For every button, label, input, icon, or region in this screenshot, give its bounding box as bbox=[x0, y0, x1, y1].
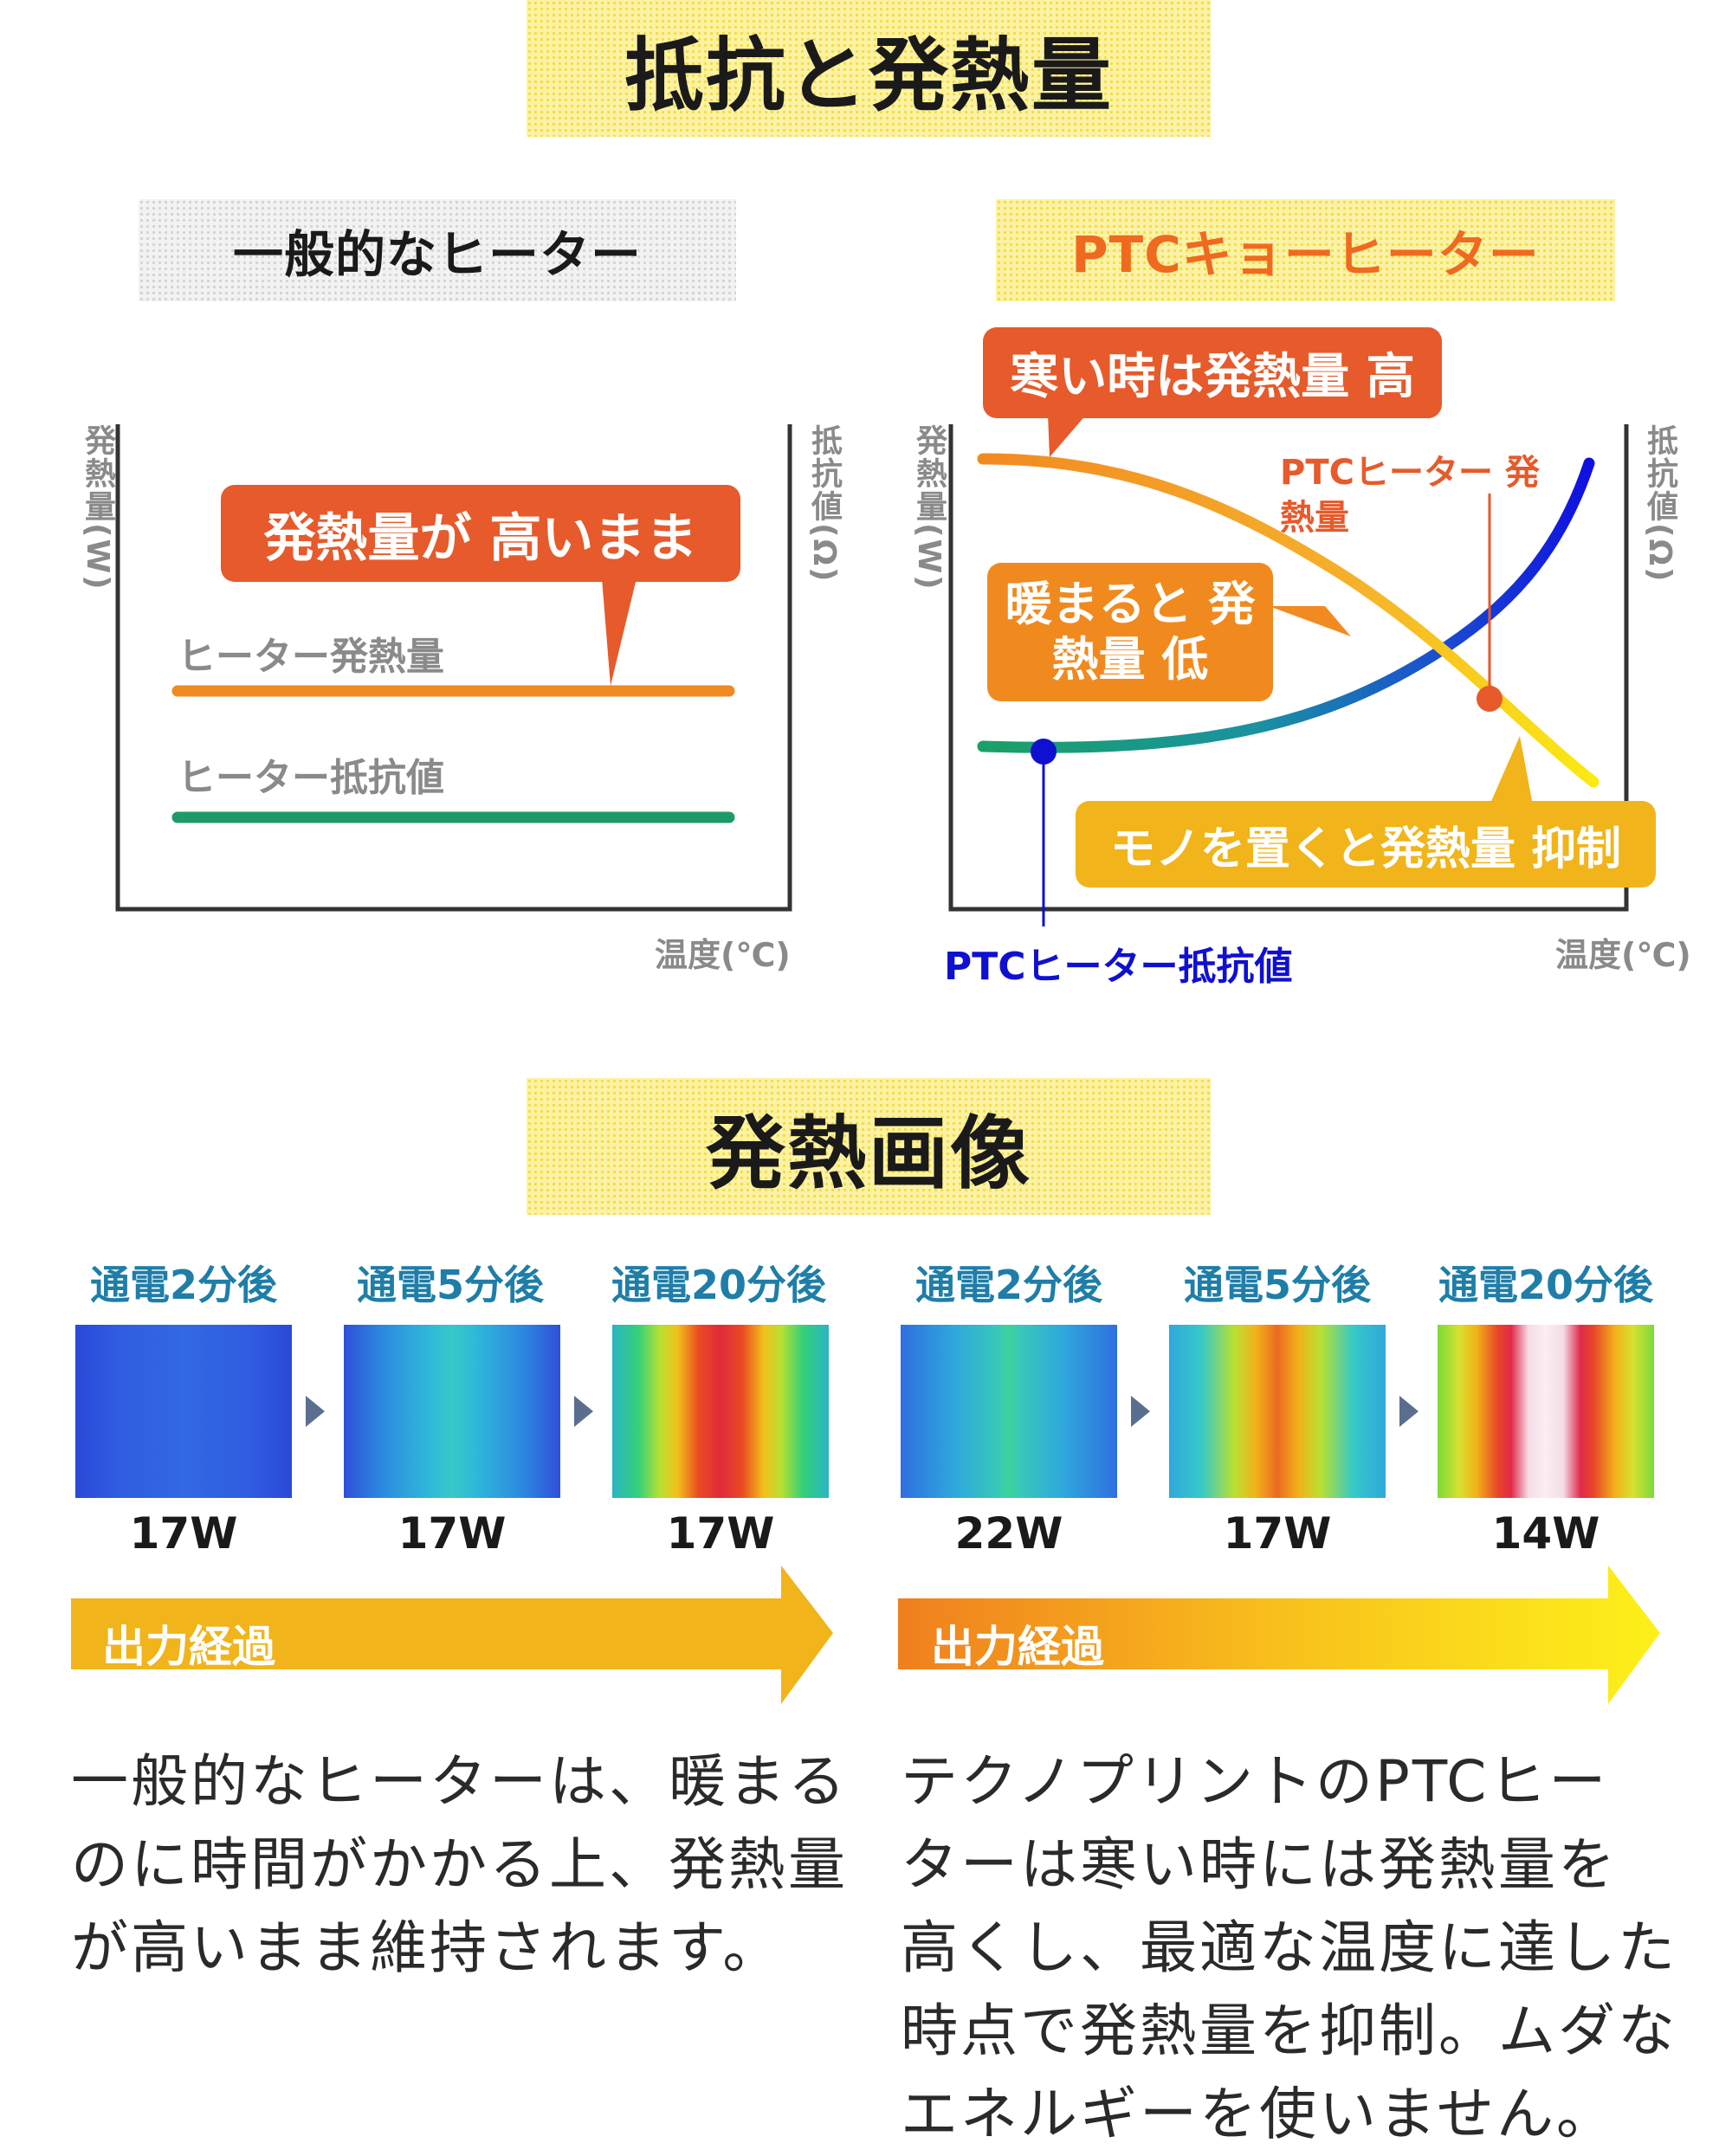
cold-callout-pointer bbox=[1048, 414, 1087, 457]
right-description-line: 高くし、最適な温度に達した bbox=[901, 1914, 1677, 1981]
right-watt-2: 17W bbox=[1223, 1508, 1332, 1559]
left-axes bbox=[115, 424, 792, 912]
left-callout-text: 発熱量が 高いまま bbox=[263, 507, 698, 569]
cold-callout: 寒い時は発熱量 高 bbox=[983, 327, 1442, 418]
right-description-line: 時点で発熱量を抑制。ムダな bbox=[901, 1998, 1677, 2064]
cold-callout-text: 寒い時は発熱量 高 bbox=[1010, 349, 1415, 405]
right-description-line: テクノプリントのPTCヒー bbox=[901, 1748, 1609, 1815]
left-arrow-label: 出力経過 bbox=[102, 1622, 275, 1672]
section-title-resistance: 抵抗と発熱量 bbox=[527, 0, 1211, 137]
next-arrow-icon bbox=[1131, 1396, 1150, 1427]
right-description-line: ターは寒い時には発熱量を bbox=[901, 1831, 1618, 1898]
left-watt-3: 17W bbox=[666, 1508, 775, 1559]
ptc-heat-point bbox=[1477, 686, 1503, 712]
right-axes bbox=[948, 424, 1629, 912]
left-description-line: のに時間がかかる上、発熱量 bbox=[71, 1831, 848, 1898]
left-y-axis-label: 発熱量(W) bbox=[80, 424, 115, 591]
section-title-thermal-text: 発熱画像 bbox=[705, 1107, 1031, 1200]
left-callout-pointer bbox=[602, 578, 637, 686]
object-callout-text: モノを置くと発熱量 抑制 bbox=[1109, 823, 1622, 875]
thermal-image-left-2 bbox=[344, 1325, 560, 1498]
thermal-image-right-1 bbox=[901, 1325, 1117, 1498]
right-y-axis-label: 発熱量(W) bbox=[911, 424, 947, 591]
thermal-image-right-3 bbox=[1438, 1325, 1654, 1498]
right-watt-3: 14W bbox=[1491, 1508, 1600, 1559]
right-caption-1: 通電2分後 bbox=[914, 1262, 1102, 1308]
thermal-image-right-2 bbox=[1169, 1325, 1386, 1498]
warm-callout: 暖まると 発熱量 低 bbox=[987, 563, 1273, 701]
right-heat-curve bbox=[977, 453, 1600, 788]
right-panel-title-text: PTCキョーヒーター bbox=[1071, 225, 1540, 284]
object-callout-pointer bbox=[1490, 736, 1533, 805]
right-description-line: エネルギーを使いません。 bbox=[901, 2081, 1617, 2147]
left-caption-2: 通電5分後 bbox=[356, 1262, 544, 1308]
left-y2-axis-label: 抵抗値(Ω) bbox=[806, 424, 842, 584]
right-arrow-label: 出力経過 bbox=[931, 1622, 1104, 1672]
left-description-line: 一般的なヒーターは、暖まる bbox=[71, 1748, 848, 1815]
thermal-image-left-1 bbox=[75, 1325, 292, 1498]
right-caption-3: 通電20分後 bbox=[1438, 1262, 1653, 1308]
left-caption-3: 通電20分後 bbox=[611, 1262, 826, 1308]
ptc-resistance-label: PTCヒーター抵抗値 bbox=[944, 945, 1293, 989]
ptc-resistance-point bbox=[1031, 739, 1057, 765]
ptc-heat-label: PTCヒーター 発熱量 bbox=[1280, 453, 1540, 538]
next-arrow-icon bbox=[574, 1396, 593, 1427]
section-title-thermal: 発熱画像 bbox=[527, 1078, 1211, 1215]
left-callout: 発熱量が 高いまま bbox=[221, 485, 740, 582]
left-progress-arrow bbox=[71, 1565, 833, 1704]
right-y2-axis-label: 抵抗値(Ω) bbox=[1642, 424, 1677, 584]
right-watt-1: 22W bbox=[954, 1508, 1063, 1559]
warm-callout-pointer bbox=[1269, 606, 1351, 636]
left-graph bbox=[115, 424, 792, 912]
right-description: テクノプリントのPTCヒー ターは寒い時には発熱量を 高くし、最適な温度に達した… bbox=[901, 1740, 1723, 2156]
left-description-line: が高いまま維持されます。 bbox=[71, 1914, 783, 1981]
left-panel-title-text: 一般的なヒーター bbox=[232, 225, 642, 284]
right-progress-arrow bbox=[898, 1565, 1660, 1704]
left-description: 一般的なヒーターは、暖まる のに時間がかかる上、発熱量 が高いまま維持されます。 bbox=[71, 1740, 850, 1990]
left-watt-1: 17W bbox=[129, 1508, 238, 1559]
left-watt-2: 17W bbox=[397, 1508, 507, 1559]
left-panel-title: 一般的なヒーター bbox=[139, 199, 736, 301]
left-caption-1: 通電2分後 bbox=[89, 1262, 277, 1308]
thermal-image-left-3 bbox=[612, 1325, 829, 1498]
right-caption-2: 通電5分後 bbox=[1183, 1262, 1371, 1308]
right-panel-title: PTCキョーヒーター bbox=[996, 199, 1615, 301]
right-graph bbox=[948, 414, 1629, 926]
right-resistance-curve bbox=[977, 457, 1595, 753]
object-callout: モノを置くと発熱量 抑制 bbox=[1076, 801, 1656, 888]
next-arrow-icon bbox=[306, 1396, 325, 1427]
left-resistance-label: ヒーター抵抗値 bbox=[178, 756, 444, 800]
right-x-axis-label: 温度(℃) bbox=[1555, 936, 1691, 974]
warm-callout-text: 暖まると 発熱量 低 bbox=[1005, 577, 1256, 687]
section-title-text: 抵抗と発熱量 bbox=[624, 29, 1113, 122]
next-arrow-icon bbox=[1399, 1396, 1419, 1427]
left-heat-label: ヒーター発熱量 bbox=[178, 635, 444, 679]
left-x-axis-label: 温度(℃) bbox=[655, 936, 791, 974]
